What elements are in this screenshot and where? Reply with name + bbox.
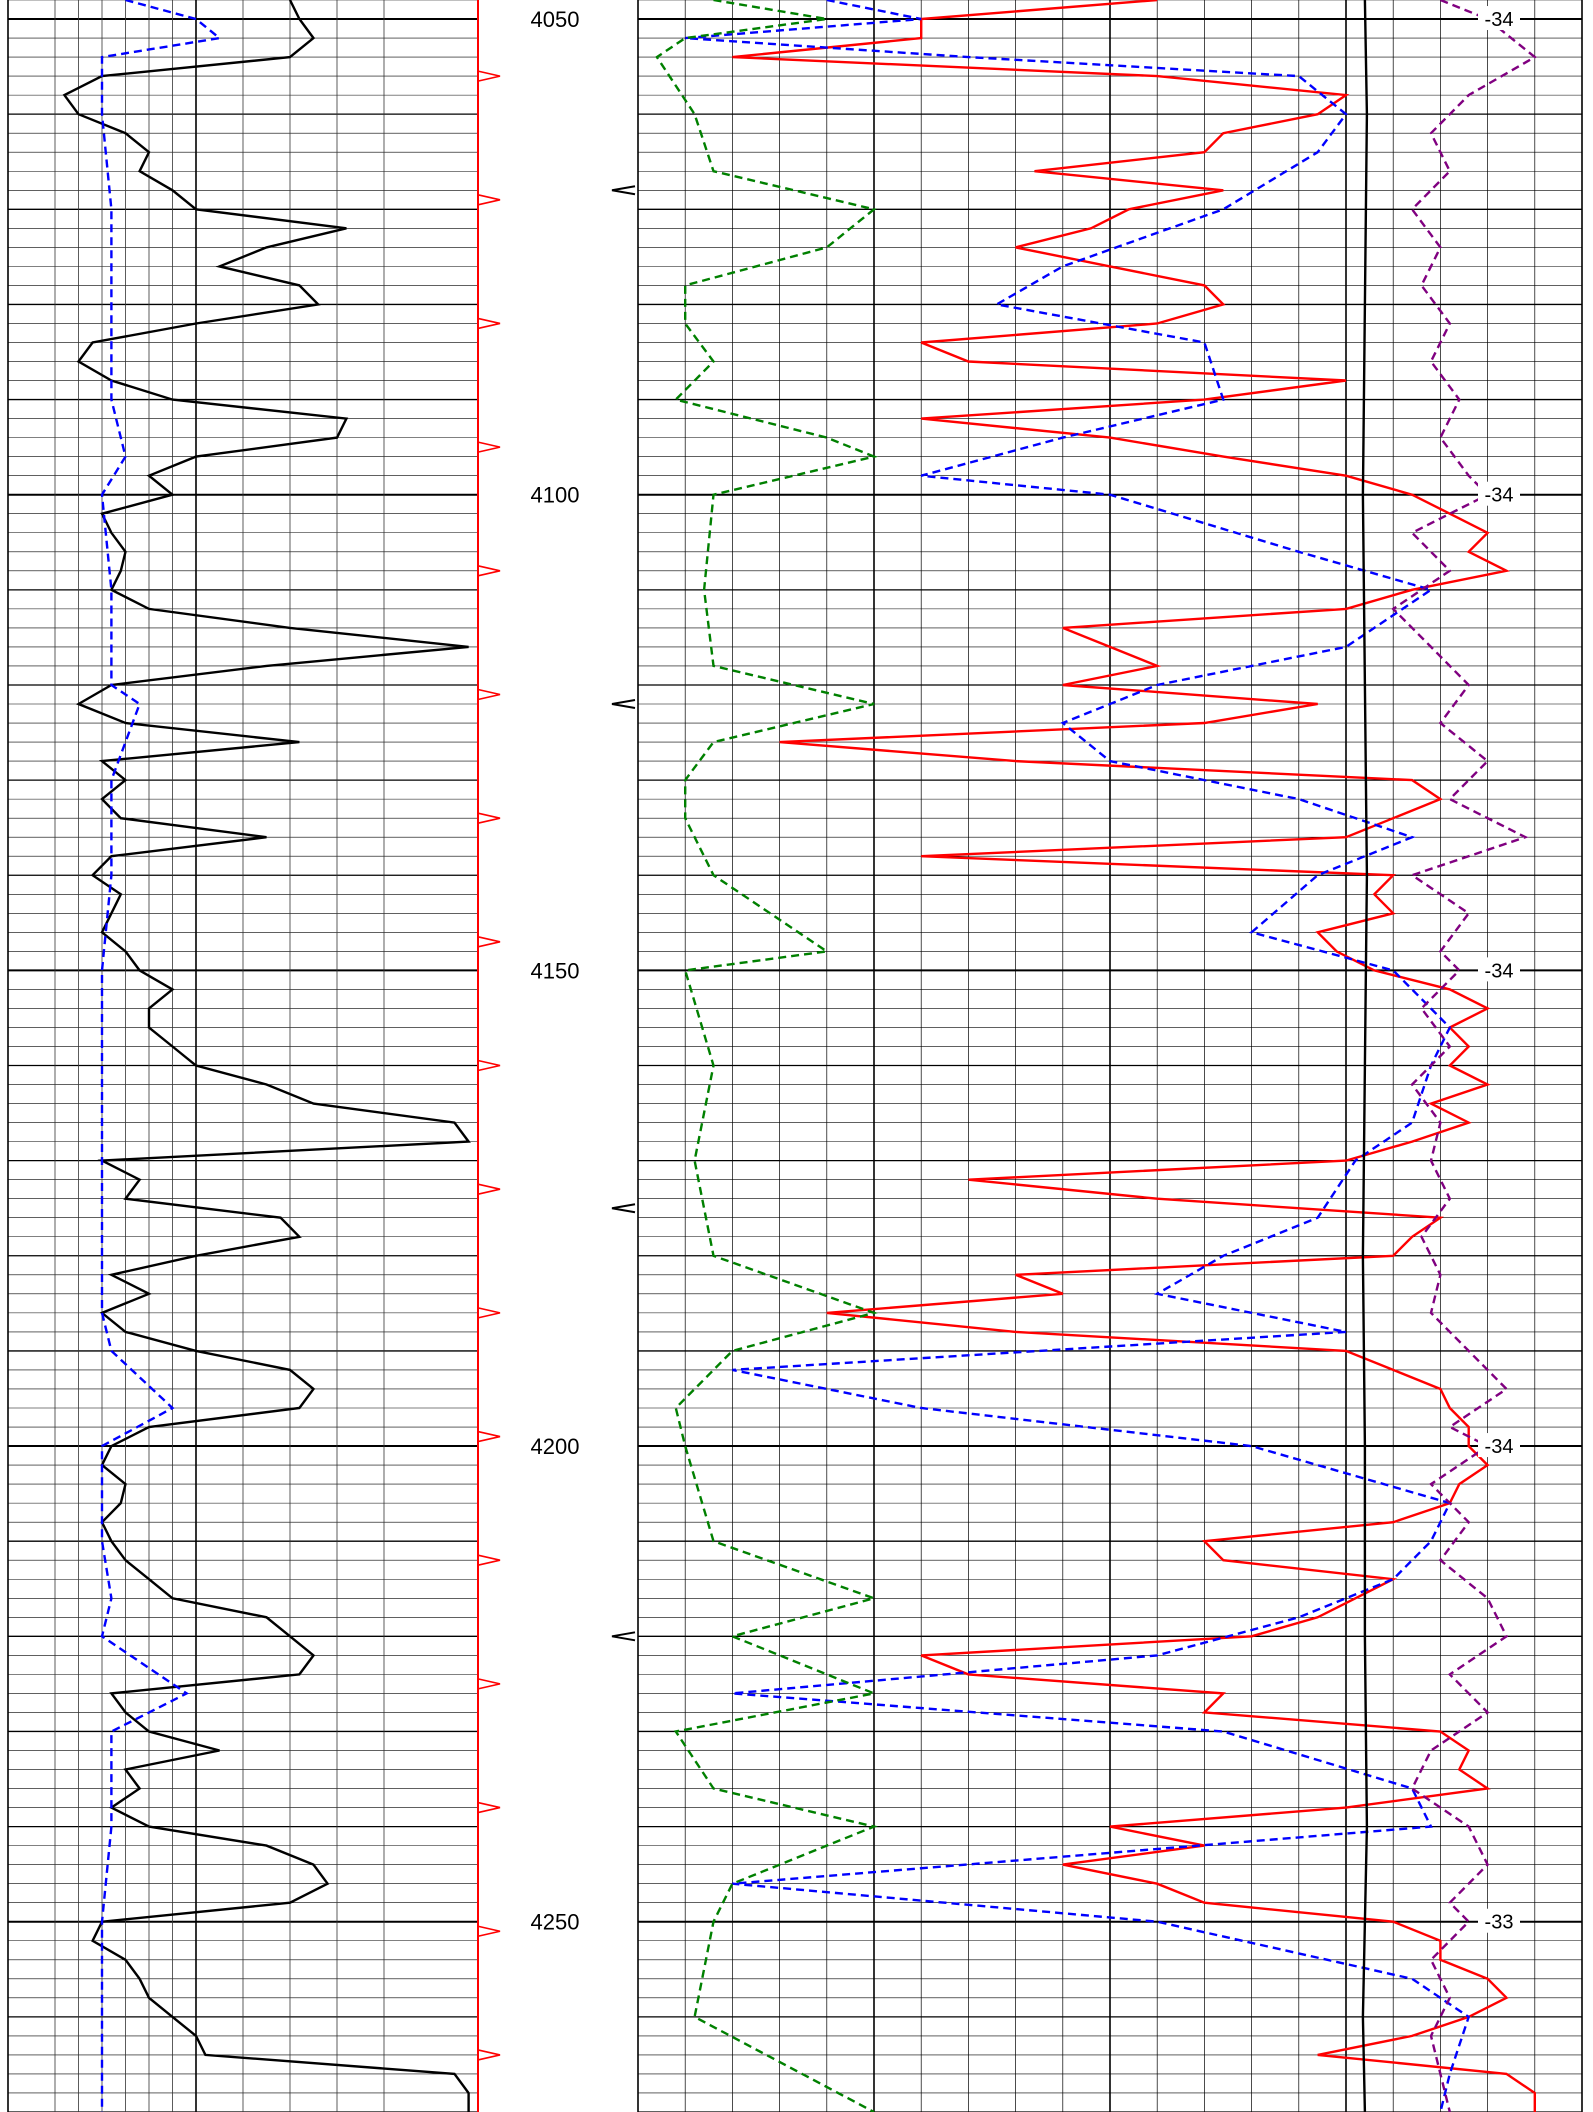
scale-label-bg bbox=[1478, 957, 1520, 982]
scale-label-bg bbox=[1478, 1433, 1520, 1458]
series-line bbox=[732, 0, 1536, 2112]
scale-label-bg bbox=[1478, 6, 1520, 31]
depth-arrow bbox=[611, 699, 636, 709]
scale-label: -33 bbox=[1485, 1912, 1514, 1934]
depth-marker bbox=[477, 317, 501, 330]
depth-marker bbox=[477, 1925, 501, 1938]
scale-label-bg bbox=[1478, 481, 1520, 506]
series-line bbox=[100, 0, 223, 2112]
depth-marker bbox=[477, 1183, 501, 1195]
series-line bbox=[1361, 0, 1369, 2112]
depth-track bbox=[477, 70, 636, 2061]
depth-marker bbox=[477, 1430, 501, 1443]
scale-label: -34 bbox=[1485, 1436, 1514, 1458]
series bbox=[62, 0, 1537, 2112]
depth-marker bbox=[477, 688, 501, 701]
depth-arrow bbox=[611, 1631, 636, 1642]
depth-marker bbox=[477, 194, 501, 206]
depth-label: 4150 bbox=[531, 958, 580, 983]
depth-label: 4100 bbox=[531, 483, 580, 508]
depth-marker bbox=[477, 936, 501, 948]
depth-arrow bbox=[611, 1203, 636, 1214]
scale-label: -34 bbox=[1485, 9, 1514, 31]
depth-marker bbox=[477, 441, 501, 453]
depth-marker bbox=[477, 1801, 501, 1814]
series-line bbox=[1391, 0, 1537, 2112]
depth-marker bbox=[477, 565, 501, 577]
depth-marker bbox=[477, 1678, 501, 1690]
series-line bbox=[655, 0, 879, 2112]
depth-arrow bbox=[611, 185, 636, 196]
depth-label: 4050 bbox=[531, 7, 580, 32]
depth-label: 4250 bbox=[531, 1910, 580, 1935]
depth-marker bbox=[477, 1307, 501, 1319]
grid bbox=[7, 0, 1583, 2112]
depth-label: 4200 bbox=[531, 1434, 580, 1459]
scale-label: -34 bbox=[1485, 960, 1514, 982]
series-line bbox=[62, 0, 471, 2112]
labels: 4050 4100 4150 4200 4250 -34 -34 -34 -34 -33 bbox=[531, 6, 1520, 1935]
scale-label-bg bbox=[1478, 1908, 1520, 1933]
scale-label: -34 bbox=[1485, 485, 1514, 507]
depth-marker bbox=[477, 812, 501, 824]
depth-marker bbox=[477, 1059, 501, 1072]
depth-marker bbox=[477, 2049, 501, 2061]
depth-marker bbox=[477, 1554, 501, 1567]
depth-marker bbox=[477, 70, 501, 82]
